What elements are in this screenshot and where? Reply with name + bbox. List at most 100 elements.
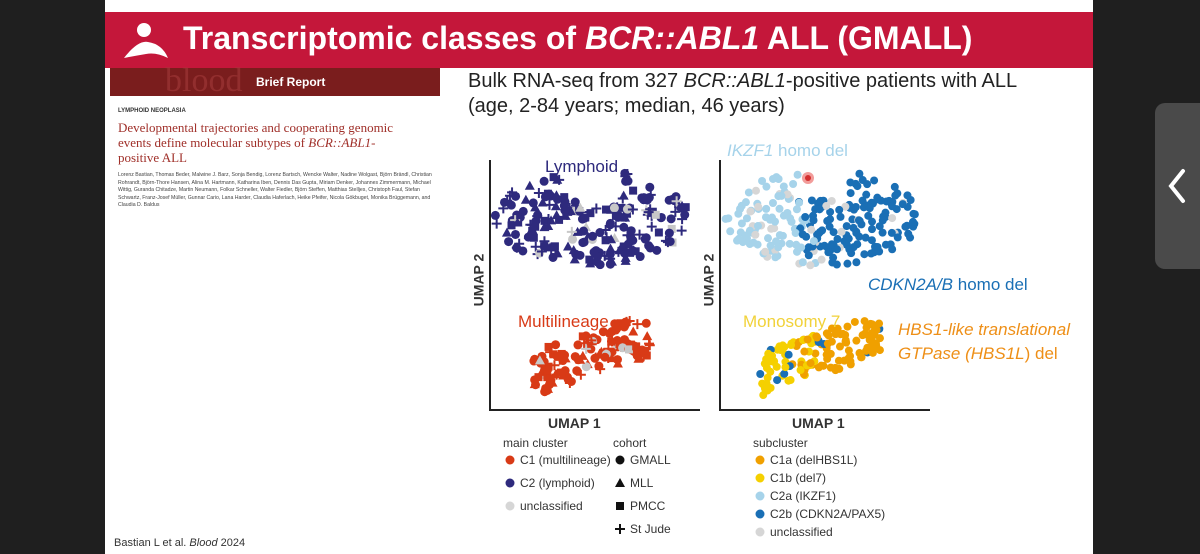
legend-item: C2 (lymphoid) — [520, 476, 595, 490]
point — [560, 205, 570, 215]
point — [632, 342, 641, 351]
point — [868, 217, 877, 226]
point — [792, 205, 801, 214]
point — [619, 222, 629, 232]
side-panel-tab[interactable] — [1155, 103, 1200, 269]
point — [817, 255, 826, 264]
legend-item: C2b (CDKN2A/PAX5) — [770, 507, 886, 521]
point — [609, 203, 619, 213]
citation: Bastian L et al. Blood 2024 — [114, 537, 245, 549]
point — [641, 346, 650, 355]
point — [555, 215, 564, 224]
point — [742, 214, 751, 223]
point — [622, 204, 632, 214]
chevron-icon[interactable] — [1168, 169, 1185, 203]
point — [764, 234, 773, 243]
point — [528, 198, 538, 208]
point — [803, 335, 812, 344]
point — [863, 180, 872, 189]
point — [826, 207, 835, 216]
point — [568, 234, 578, 244]
point — [557, 368, 566, 377]
point — [618, 190, 629, 200]
tab-background[interactable] — [1155, 103, 1200, 269]
point — [875, 346, 884, 355]
point — [504, 190, 515, 201]
point — [809, 216, 818, 225]
legend-item: MLL — [630, 476, 654, 490]
point — [511, 191, 521, 201]
point — [554, 174, 565, 185]
point — [804, 251, 813, 260]
point — [846, 189, 855, 198]
point — [846, 360, 855, 369]
point — [875, 319, 884, 328]
point — [775, 204, 784, 213]
legend-marker — [505, 478, 515, 488]
axes — [719, 160, 930, 411]
point — [654, 228, 663, 237]
point — [540, 192, 550, 202]
cluster-label: CDKN2A/B homo del — [868, 275, 1028, 295]
point — [870, 176, 879, 185]
point — [749, 238, 758, 247]
summary-line: Bulk RNA-seq from 327 BCR::ABL1-positive… — [468, 70, 1017, 93]
point — [676, 225, 687, 236]
gene: CDKN2A/B — [868, 275, 954, 294]
x-axis-label: UMAP 1 — [548, 415, 601, 431]
point — [858, 196, 867, 205]
point — [741, 231, 750, 240]
summary-gene: BCR::ABL1 — [683, 70, 786, 92]
points — [490, 168, 919, 400]
legend-item: unclassified — [520, 499, 583, 513]
point — [534, 373, 543, 382]
point — [820, 241, 829, 250]
point — [530, 241, 541, 252]
point — [873, 242, 882, 251]
point — [835, 205, 844, 214]
paper-category: LYMPHOID NEOPLASIA — [118, 108, 186, 114]
legend-item: C1b (del7) — [770, 471, 827, 485]
paper-authors: Lorenz Bastian, Thomas Beder, Malwine J.… — [118, 172, 432, 209]
point — [626, 226, 636, 236]
point — [578, 238, 588, 248]
point — [901, 222, 910, 231]
point — [862, 323, 871, 332]
axes — [489, 160, 700, 411]
point — [756, 370, 765, 379]
legend-marker — [505, 501, 515, 511]
point — [531, 222, 540, 231]
point — [627, 204, 638, 215]
point — [533, 187, 544, 198]
point — [888, 214, 897, 223]
point — [832, 245, 841, 254]
point — [774, 192, 783, 201]
point — [842, 222, 851, 231]
point — [753, 221, 762, 230]
point — [563, 241, 574, 251]
paper-section: Brief Report — [256, 75, 326, 89]
point — [835, 342, 844, 351]
legend-marker — [616, 502, 624, 510]
point — [644, 340, 655, 351]
point — [908, 217, 917, 226]
point — [671, 196, 682, 207]
point — [575, 369, 586, 380]
point — [784, 376, 793, 385]
point — [572, 366, 582, 376]
point — [506, 200, 516, 210]
summary-part: -positive patients with ALL — [785, 70, 1018, 92]
point — [779, 182, 788, 191]
point — [828, 258, 837, 267]
point — [626, 248, 635, 257]
point — [491, 218, 502, 229]
point — [780, 369, 789, 378]
point — [660, 235, 671, 246]
point — [746, 207, 755, 216]
point — [771, 253, 780, 262]
legend-marker — [615, 524, 625, 534]
point — [841, 202, 850, 211]
legend-title: cohort — [613, 436, 647, 450]
point — [537, 197, 548, 207]
